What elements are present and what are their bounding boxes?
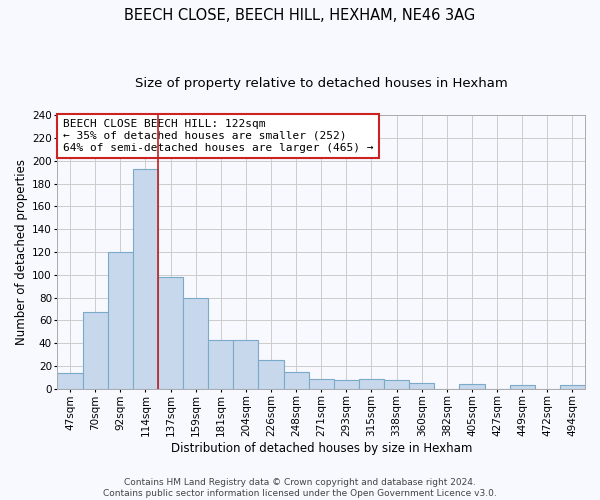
Bar: [509, 386, 535, 389]
Bar: [284, 372, 308, 389]
Bar: [58, 373, 83, 389]
Bar: [359, 378, 384, 389]
Bar: [334, 380, 359, 389]
Bar: [158, 277, 183, 389]
Bar: [183, 298, 208, 389]
Text: Contains HM Land Registry data © Crown copyright and database right 2024.
Contai: Contains HM Land Registry data © Crown c…: [103, 478, 497, 498]
Bar: [259, 360, 284, 389]
Bar: [460, 384, 485, 389]
Bar: [308, 378, 334, 389]
Y-axis label: Number of detached properties: Number of detached properties: [15, 159, 28, 345]
Bar: [208, 340, 233, 389]
Bar: [133, 169, 158, 389]
Bar: [560, 386, 585, 389]
Text: BEECH CLOSE, BEECH HILL, HEXHAM, NE46 3AG: BEECH CLOSE, BEECH HILL, HEXHAM, NE46 3A…: [124, 8, 476, 22]
Text: BEECH CLOSE BEECH HILL: 122sqm
← 35% of detached houses are smaller (252)
64% of: BEECH CLOSE BEECH HILL: 122sqm ← 35% of …: [63, 120, 373, 152]
X-axis label: Distribution of detached houses by size in Hexham: Distribution of detached houses by size …: [170, 442, 472, 455]
Bar: [83, 312, 108, 389]
Bar: [409, 383, 434, 389]
Bar: [384, 380, 409, 389]
Bar: [233, 340, 259, 389]
Bar: [108, 252, 133, 389]
Title: Size of property relative to detached houses in Hexham: Size of property relative to detached ho…: [135, 78, 508, 90]
